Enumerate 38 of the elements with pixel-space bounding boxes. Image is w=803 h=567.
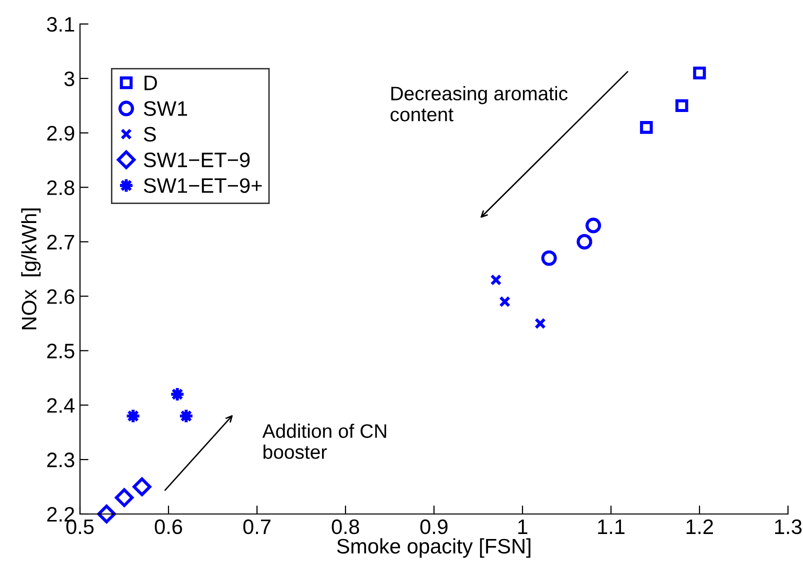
y-tick-label: 2.4 [47, 398, 75, 413]
point [499, 296, 510, 308]
point [132, 477, 152, 496]
x-tick-label: 1.1 [598, 520, 624, 534]
y-tick-label: 2.7 [47, 234, 74, 250]
y-tick-label: 2.8 [47, 180, 74, 196]
point [675, 99, 688, 112]
x-tick-label: 0.7 [243, 519, 270, 534]
legend-label: SW1 [144, 101, 188, 116]
point [576, 234, 592, 250]
x-tick-label: 0.8 [332, 519, 360, 534]
legend-label: SW1−ET−9+ [144, 178, 262, 193]
legend-label: SW1−ET−9 [144, 152, 250, 168]
point [541, 250, 557, 266]
point [97, 504, 116, 524]
annotation: Addition of CN booster [262, 424, 386, 459]
point [490, 274, 502, 286]
x-axis-title: Smoke opacity [FSN] [337, 538, 530, 558]
y-tick-label: 2.5 [47, 344, 74, 358]
x-tick-label: 0.9 [420, 519, 448, 534]
x-tick-label: 1.3 [775, 519, 802, 534]
y-tick-label: 2.3 [47, 452, 74, 468]
point [114, 488, 134, 508]
legend-label: D [144, 76, 157, 90]
point [640, 121, 653, 134]
point [693, 66, 706, 80]
point [534, 318, 546, 330]
point [586, 218, 602, 234]
x-tick-label: 1 [518, 520, 528, 534]
x-tick-label: 1.2 [686, 519, 713, 534]
y-tick-label: 2.9 [47, 126, 74, 141]
y-tick-label: 3 [64, 71, 74, 86]
y-axis-title: NOx [g/kWh] [21, 208, 41, 330]
annotation: Decreasing aromatic content [390, 86, 568, 122]
y-tick-label: 3.1 [46, 17, 74, 32]
x-tick-label: 0.6 [154, 519, 182, 534]
legend-label: S [144, 126, 156, 142]
y-tick-label: 2.6 [47, 289, 74, 304]
